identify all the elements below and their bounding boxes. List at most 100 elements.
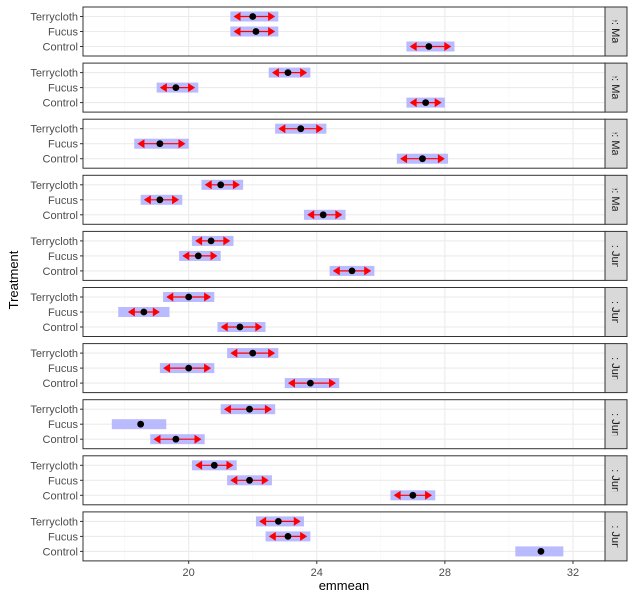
facet-panel: Terrycloth Fucus Control Date: May 20: [30, 0, 628, 64]
y-tick-label: Fucus: [48, 251, 78, 263]
comparison-arrow-left: [143, 195, 151, 205]
comparison-arrow-right: [172, 195, 180, 205]
emmean-point: [140, 308, 148, 316]
facet-panel: Terrycloth Fucus Control Date: June 28: [30, 511, 628, 562]
comparison-arrow-left: [409, 42, 417, 51]
y-tick-label: Control: [43, 266, 78, 278]
y-tick-label: Control: [43, 490, 78, 502]
emmean-point: [297, 125, 305, 133]
y-tick-label: Control: [43, 42, 78, 54]
comparison-arrow-right: [268, 348, 276, 358]
facet-strip-label: Date: May 22: [609, 55, 621, 120]
comparison-arrow-right: [328, 378, 336, 388]
facet-strip: [604, 6, 628, 57]
comparison-arrow-right: [264, 404, 272, 414]
y-tick-label: Control: [43, 322, 78, 334]
facet-panel: Terrycloth Fucus Control Date: June 01: [30, 222, 628, 291]
facet-strip-label: Date: June 24: [609, 446, 621, 515]
comparison-arrow-right: [268, 12, 276, 21]
comparison-arrow-left: [233, 27, 241, 36]
y-tick-label: Control: [43, 378, 78, 390]
comparison-arrow-left: [220, 322, 228, 332]
x-tick-label: 24: [311, 567, 323, 579]
y-tick-label: Fucus: [48, 139, 78, 151]
emmean-point: [207, 237, 215, 245]
comparison-arrow-left: [332, 266, 340, 276]
comparison-arrow-left: [204, 180, 212, 190]
comparison-arrow-left: [166, 292, 174, 302]
comparison-arrow-right: [188, 83, 196, 93]
comparison-arrow-right: [444, 42, 452, 51]
comparison-arrow-left: [182, 251, 190, 261]
emmean-point: [319, 211, 327, 219]
y-tick-label: Terrycloth: [30, 292, 78, 304]
emmean-point: [425, 43, 433, 50]
y-tick-label: Terrycloth: [30, 180, 78, 192]
comparison-arrow-left: [259, 516, 267, 526]
facet-strip: [604, 62, 628, 113]
comparison-arrow-right: [232, 180, 240, 190]
comparison-arrow-right: [178, 139, 186, 149]
emmean-point: [249, 13, 257, 20]
comparison-arrow-right: [434, 98, 442, 108]
y-tick-label: Terrycloth: [30, 12, 78, 24]
comparison-arrow-left: [268, 531, 276, 541]
facet-panel: Terrycloth Fucus Control Date: June 07: [30, 278, 628, 347]
comparison-arrow-left: [195, 236, 203, 246]
emmean-point: [236, 323, 244, 331]
facet-strip-label: Date: June 14: [609, 334, 621, 403]
comparison-arrow-right: [300, 531, 308, 541]
emmean-point: [194, 252, 202, 260]
comparison-arrow-left: [127, 307, 135, 317]
comparison-arrow-right: [316, 124, 324, 134]
y-tick-label: Fucus: [48, 27, 78, 39]
comparison-arrow-right: [204, 363, 212, 373]
facet-strip-label: Date: June 07: [609, 278, 621, 347]
y-tick-label: Fucus: [48, 419, 78, 431]
comparison-arrow-right: [335, 210, 343, 220]
facet-strip-label: Date: June 01: [609, 222, 621, 291]
emmean-point: [246, 405, 253, 413]
emmean-point: [348, 267, 356, 275]
emmean-point: [284, 533, 292, 540]
y-tick-label: Fucus: [48, 83, 78, 95]
x-tick-label: 28: [439, 567, 451, 579]
emmean-point: [137, 420, 145, 428]
facet-strip: [604, 343, 628, 394]
comparison-arrow-left: [400, 154, 408, 164]
facet-strip: [604, 230, 628, 281]
facet-strip: [604, 174, 628, 225]
facet-panel: Terrycloth Fucus Control Date: June 24: [30, 446, 628, 515]
comparison-arrow-left: [137, 139, 145, 149]
y-tick-label: Control: [43, 434, 78, 446]
comparison-arrow-left: [307, 210, 315, 220]
emmean-point: [284, 69, 292, 76]
y-tick-label: Fucus: [48, 195, 78, 207]
y-tick-label: Terrycloth: [30, 460, 78, 472]
facet-panel: Terrycloth Fucus Control Date: June 14: [30, 334, 628, 403]
emmean-point: [217, 181, 225, 189]
comparison-arrow-right: [255, 322, 263, 332]
comparison-arrow-left: [230, 475, 238, 485]
y-tick-label: Terrycloth: [30, 348, 78, 360]
y-tick-label: Fucus: [48, 363, 78, 375]
comparison-arrow-left: [195, 460, 203, 470]
comparison-arrow-left: [287, 378, 295, 388]
facet-strip: [604, 118, 628, 169]
emmean-point: [249, 349, 257, 357]
emmean-point: [419, 155, 426, 163]
y-tick-label: Control: [43, 210, 78, 222]
comparison-arrow-right: [226, 460, 234, 470]
facet-strip-label: Date: May 20: [609, 0, 621, 64]
emmean-point: [409, 491, 417, 499]
emmean-point: [246, 476, 253, 484]
y-tick-label: Terrycloth: [30, 404, 78, 416]
emmean-point: [274, 518, 282, 525]
comparison-arrow-right: [268, 27, 276, 36]
emmean-point: [172, 435, 180, 443]
comparison-arrow-right: [425, 490, 433, 500]
comparison-arrow-left: [278, 124, 286, 134]
y-tick-label: Terrycloth: [30, 516, 78, 528]
comparison-arrow-left: [233, 12, 241, 21]
